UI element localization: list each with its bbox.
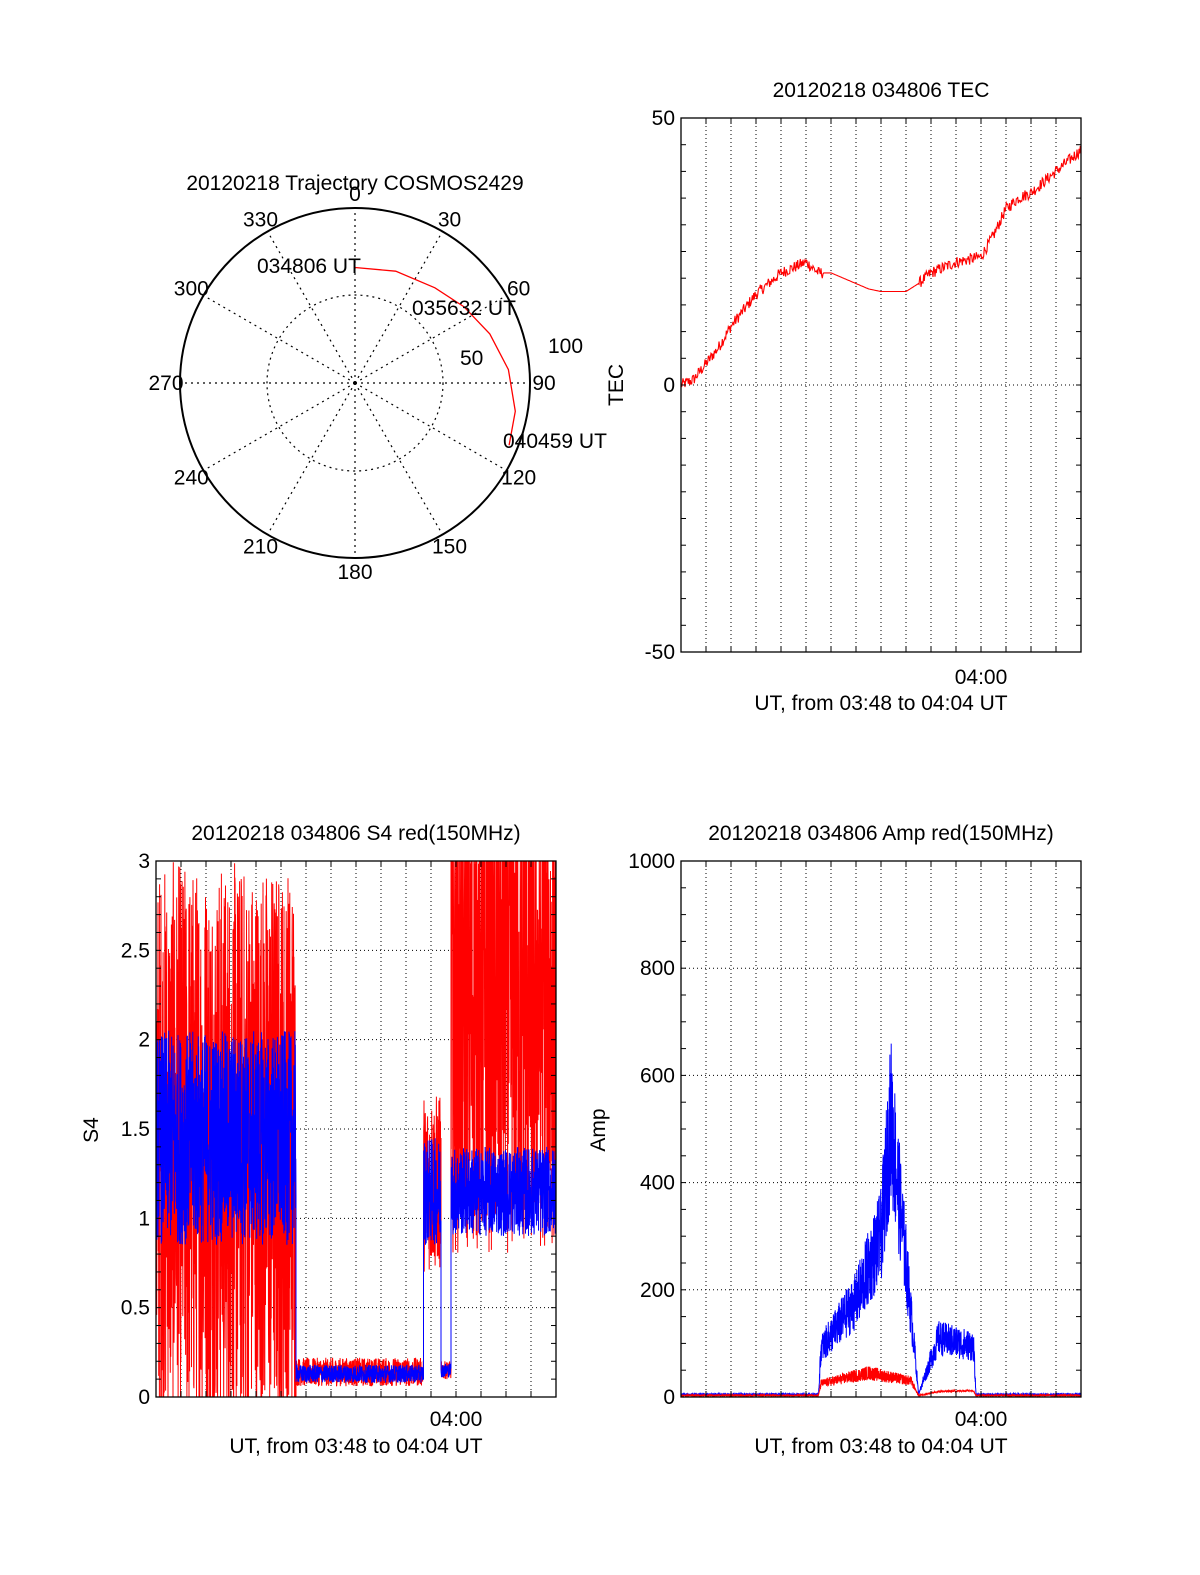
track-annotation-end: 040459 UT (503, 430, 607, 453)
polar-angle-label-240: 240 (174, 467, 209, 490)
polar-angle-label-150: 150 (432, 536, 467, 559)
polar-spokes (180, 208, 530, 558)
polar-angle-label-300: 300 (174, 278, 209, 301)
ytick-label: 2.5 (121, 939, 150, 962)
polar-spoke-60 (354, 294, 507, 384)
polar-inner-circle (266, 294, 444, 472)
polar-radial-label-50: 50 (460, 347, 483, 370)
polar-spoke-150 (354, 382, 444, 535)
polar-title: 20120218 Trajectory COSMOS2429 (186, 172, 523, 195)
ytick-label: 800 (640, 957, 675, 980)
tec-series-line (680, 145, 1082, 388)
track-annotation-mid: 035632 UT (412, 297, 516, 320)
amp-ticks: 0 200 400 600 800 1000 (628, 850, 1082, 1409)
ytick-label: 400 (640, 1172, 675, 1195)
amp-series-blue (680, 1043, 1082, 1398)
ytick-label: -50 (645, 641, 675, 664)
polar-angle-labels: 0 30 60 90 120 150 180 210 240 270 300 330 (148, 183, 555, 584)
ytick-label: 1000 (628, 850, 675, 873)
s4-ticks: 0 0.5 1 1.5 2 2.5 3 (121, 850, 557, 1409)
polar-spoke-120 (354, 382, 507, 472)
polar-angle-label-30: 30 (438, 208, 461, 231)
ytick-label: 1 (138, 1207, 150, 1230)
track-annotation-start: 034806 UT (257, 255, 361, 278)
s4-plot: 20120218 034806 S4 red(150MHz) 0 0.5 1 1.5 2… (80, 822, 557, 1458)
s4-xtick-label: 04:00 (430, 1408, 483, 1431)
ytick-label: 50 (652, 107, 675, 130)
polar-plot: 20120218 Trajectory COSMOS2429 0 30 60 90 12… (148, 172, 607, 584)
tec-xtick-label: 04:00 (955, 666, 1008, 689)
polar-angle-label-0: 0 (349, 183, 361, 206)
s4-series-blue (155, 1030, 557, 1384)
ytick-label: 0 (138, 1386, 150, 1409)
polar-angle-label-330: 330 (243, 208, 278, 231)
ytick-label: 600 (640, 1064, 675, 1087)
polar-angle-label-210: 210 (243, 536, 278, 559)
amp-title: 20120218 034806 Amp red(150MHz) (708, 822, 1054, 845)
polar-angle-label-270: 270 (148, 372, 183, 395)
s4-ylabel: S4 (80, 1117, 103, 1143)
tec-ticks: -50 0 50 (645, 107, 1082, 664)
polar-track (354, 266, 516, 446)
ytick-label: 0 (663, 374, 675, 397)
tec-plot: 20120218 034806 TEC -50 0 50 TEC 04:00 UT,… (605, 79, 1082, 715)
polar-angle-label-90: 90 (532, 372, 555, 395)
ytick-label: 200 (640, 1279, 675, 1302)
s4-title: 20120218 034806 S4 red(150MHz) (191, 822, 520, 845)
ytick-label: 2 (138, 1029, 150, 1052)
ytick-label: 0.5 (121, 1297, 150, 1320)
amp-xtick-label: 04:00 (955, 1408, 1008, 1431)
polar-spoke-30 (354, 231, 444, 384)
polar-angle-label-60: 60 (507, 278, 530, 301)
s4-xlabel: UT, from 03:48 to 04:04 UT (229, 1435, 482, 1458)
ytick-label: 3 (138, 850, 150, 873)
polar-angle-label-120: 120 (501, 467, 536, 490)
polar-spoke-330 (266, 231, 356, 384)
polar-spoke-210 (266, 382, 356, 535)
tec-ylabel: TEC (605, 364, 628, 406)
polar-angle-label-180: 180 (337, 561, 372, 584)
polar-radial-label-100: 100 (548, 335, 583, 358)
tec-xlabel: UT, from 03:48 to 04:04 UT (754, 692, 1007, 715)
polar-spoke-240 (203, 382, 356, 472)
amp-grid (681, 860, 1081, 1398)
ytick-label: 0 (663, 1386, 675, 1409)
amp-plot: 20120218 034806 Amp red(150MHz) 0 200 400 6… (587, 822, 1082, 1458)
ytick-label: 1.5 (121, 1118, 150, 1141)
tec-title: 20120218 034806 TEC (773, 79, 990, 102)
amp-xlabel: UT, from 03:48 to 04:04 UT (754, 1435, 1007, 1458)
tec-grid (681, 117, 1081, 653)
amp-series-red (680, 1366, 1082, 1399)
amp-ylabel: Amp (587, 1108, 610, 1151)
polar-spoke-300 (203, 294, 356, 384)
